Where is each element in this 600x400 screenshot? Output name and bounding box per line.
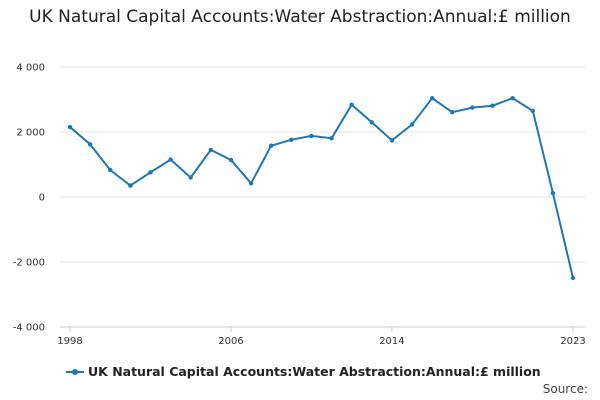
data-point[interactable] [208,147,213,153]
y-tick-label: -4 000 [13,323,45,334]
chart-title: UK Natural Capital Accounts:Water Abstra… [29,7,571,27]
y-tick-label: -2 000 [13,258,45,269]
data-point[interactable] [228,157,234,163]
data-point[interactable] [269,143,274,148]
data-point[interactable] [369,120,374,125]
data-point[interactable] [128,183,133,188]
data-point[interactable] [389,138,395,143]
y-tick-label: 2 000 [16,128,45,139]
data-point[interactable] [450,110,455,115]
data-point[interactable] [289,137,294,142]
series-group [67,96,576,281]
legend-swatch-icon [66,367,84,377]
legend[interactable]: UK Natural Capital Accounts:Water Abstra… [66,364,541,379]
source-label: Source: [542,382,588,396]
data-point[interactable] [430,96,435,101]
data-point[interactable] [490,103,495,108]
y-tick-label: 0 [39,193,45,204]
data-point[interactable] [168,157,173,162]
data-point[interactable] [349,102,354,107]
data-point[interactable] [188,175,193,180]
data-point[interactable] [510,96,515,101]
y-axis-ticks: -4 000 -2 000 0 2 000 4 000 [13,63,45,334]
data-point[interactable] [67,124,73,130]
data-point[interactable] [550,190,556,196]
y-tick-label: 4 000 [16,63,45,74]
data-point[interactable] [248,181,254,186]
x-tick-label: 1998 [57,336,82,347]
data-point[interactable] [470,105,475,110]
series-line [69,97,574,279]
data-point[interactable] [87,142,93,147]
x-tick-label: 2006 [218,336,243,347]
data-point[interactable] [108,167,113,173]
x-tick-label: 2023 [560,336,585,347]
gridlines [60,66,585,328]
x-axis-ticks: 1998 2006 2014 2023 [57,327,586,347]
data-point[interactable] [329,136,334,141]
legend-label: UK Natural Capital Accounts:Water Abstra… [88,364,541,379]
data-point[interactable] [409,122,415,127]
data-point[interactable] [309,133,314,139]
data-point[interactable] [530,108,535,114]
data-point[interactable] [570,275,576,281]
x-tick-label: 2014 [379,336,404,347]
data-point[interactable] [148,170,153,175]
